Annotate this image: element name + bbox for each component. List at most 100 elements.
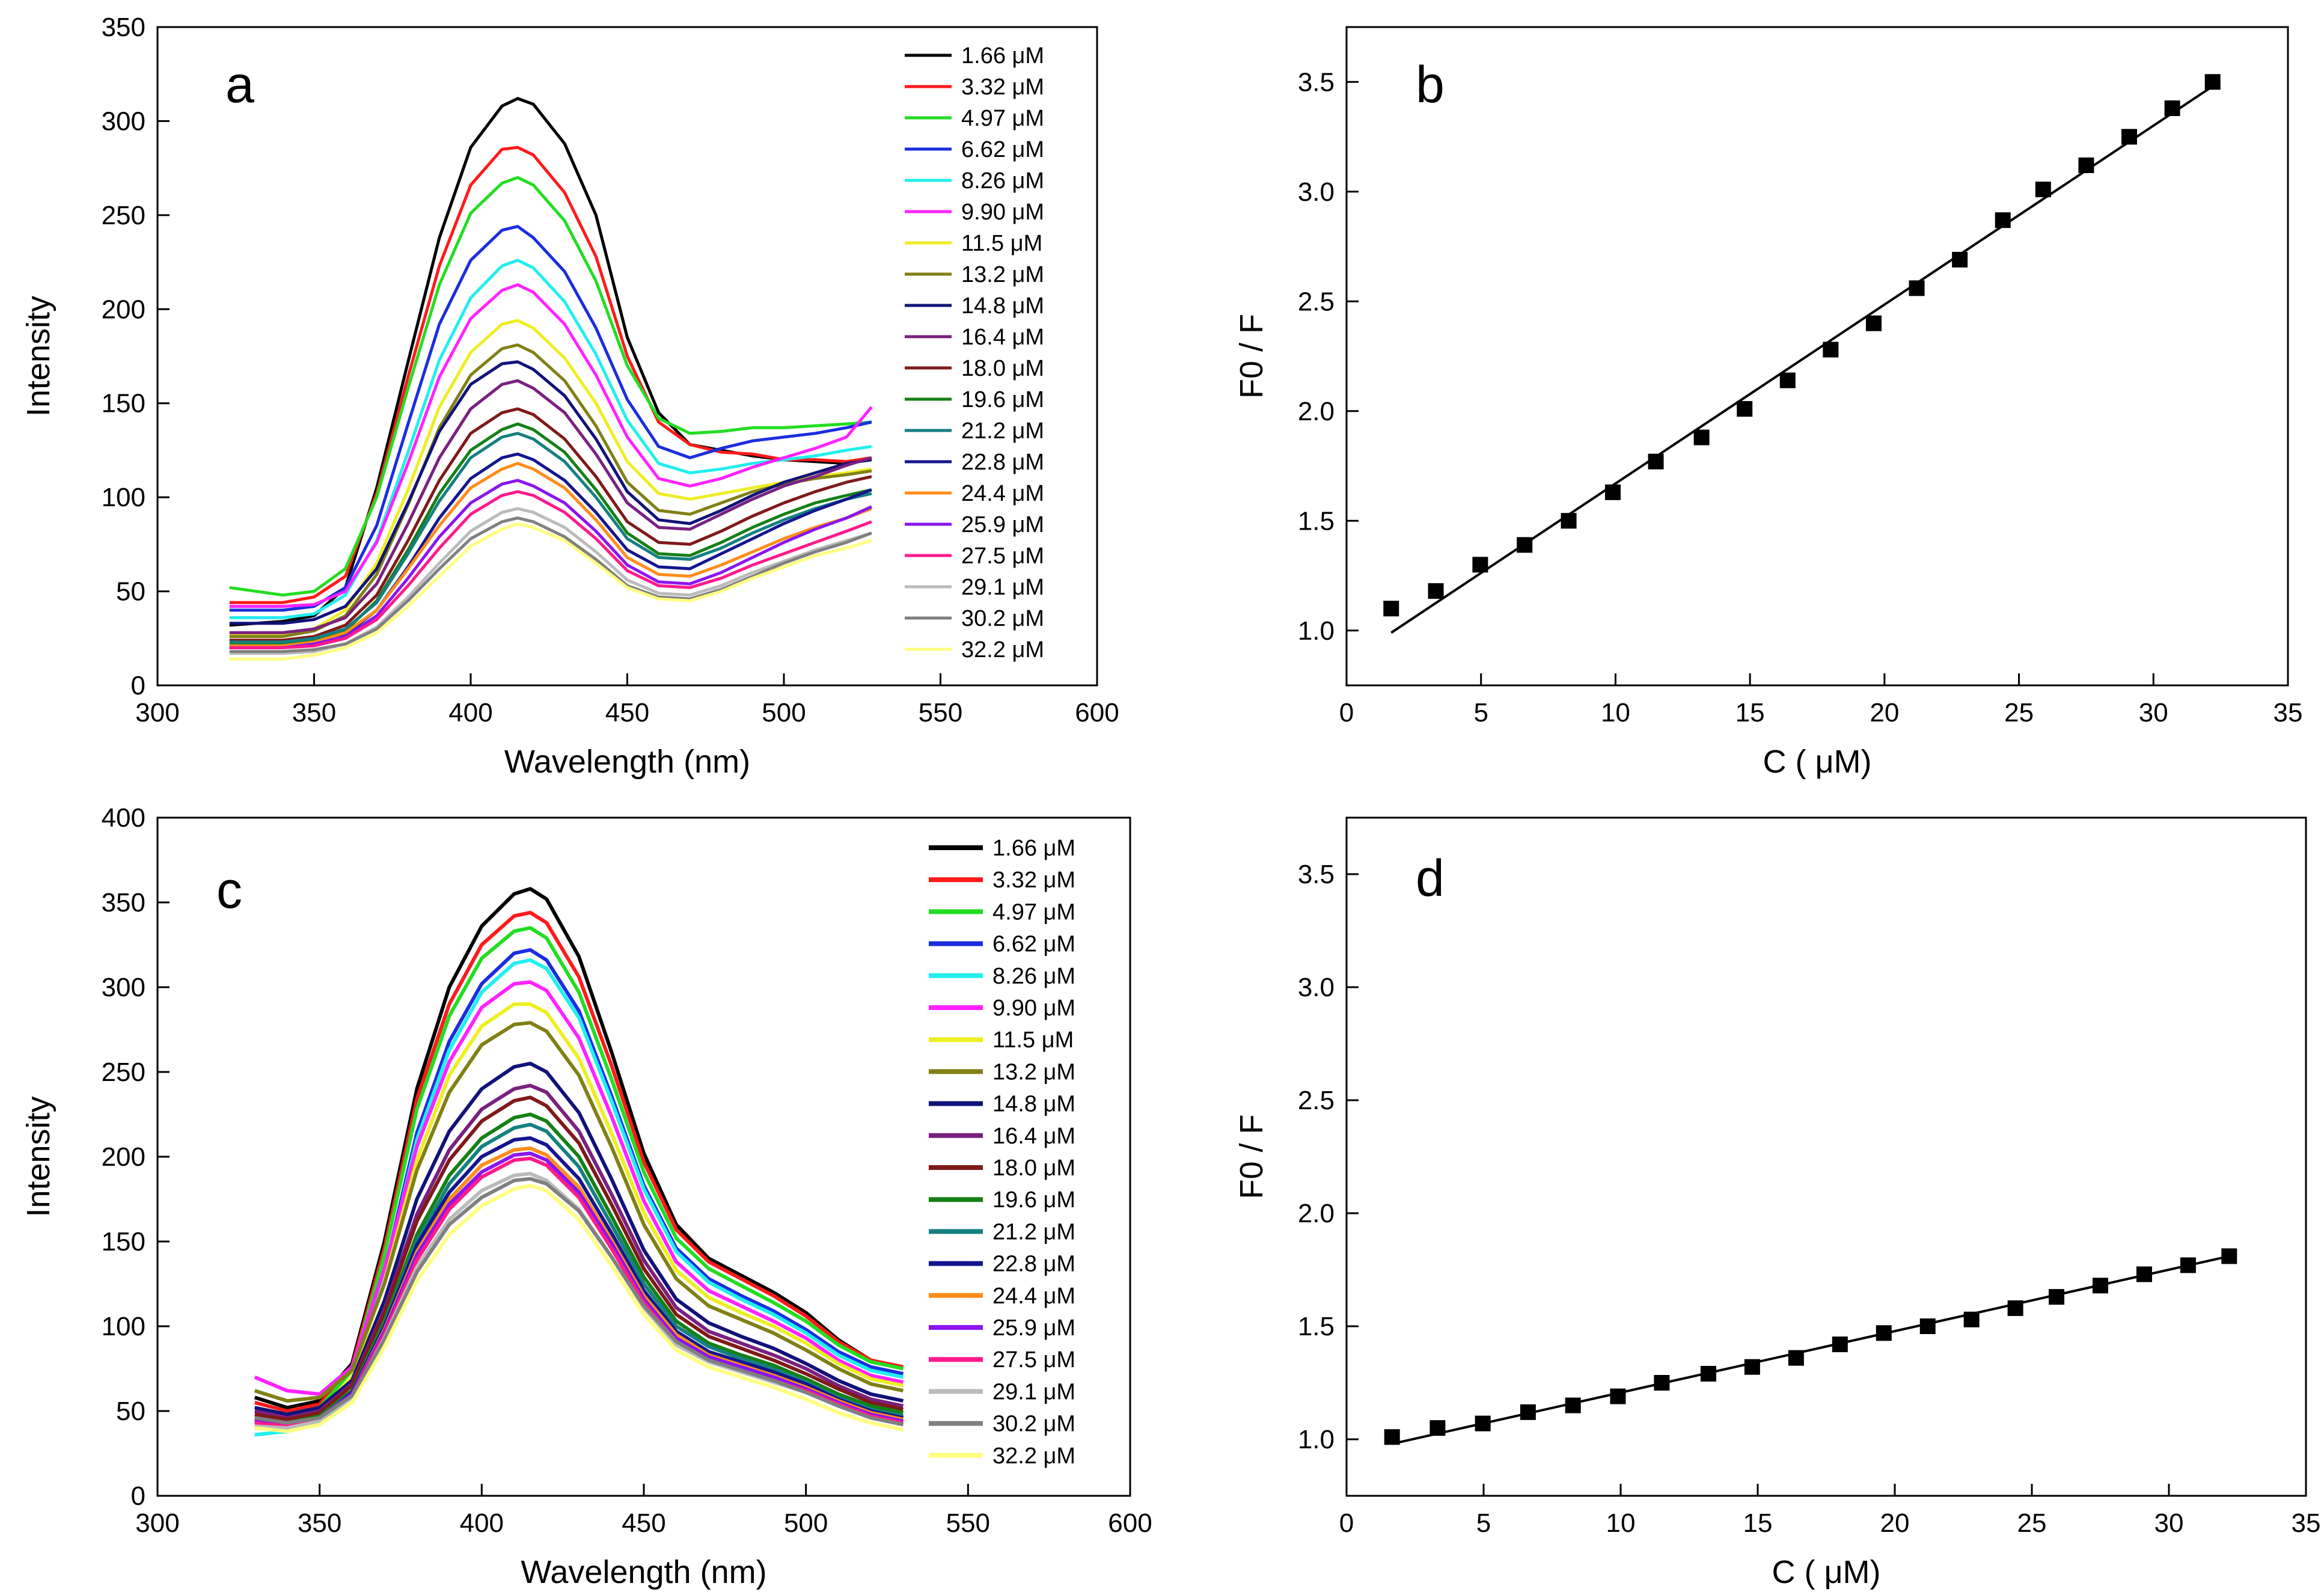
series-line [229, 407, 872, 642]
legend: 1.66 μM 3.32 μM 4.97 μM 6.62 μM 8.26 μM 9.90 … [929, 836, 1075, 1469]
data-point [1648, 453, 1664, 470]
x-axis-label: Wavelength (nm) [521, 1554, 766, 1590]
y-tick-label: 200 [102, 1142, 145, 1172]
legend-entry: 6.62 μM [992, 932, 1075, 957]
legend-entry: 9.90 μM [961, 200, 1044, 225]
data-point [1909, 280, 1925, 296]
data-point [1995, 212, 2011, 228]
data-point [2035, 182, 2051, 198]
data-point [1383, 601, 1399, 617]
data-point [1865, 315, 1882, 331]
data-point [1876, 1325, 1892, 1341]
data-point [1475, 1415, 1491, 1431]
legend-entry: 13.2 μM [992, 1059, 1075, 1085]
y-tick-label: 150 [102, 389, 145, 418]
legend-entry: 9.90 μM [992, 996, 1075, 1021]
x-tick-label: 450 [605, 698, 649, 727]
legend-entry: 30.2 μM [992, 1412, 1075, 1437]
data-point [2180, 1257, 2196, 1273]
legend-entry: 11.5 μM [992, 1027, 1074, 1053]
x-axis-label: C ( μM) [1772, 1554, 1880, 1590]
y-tick-label: 0 [131, 1481, 145, 1511]
y-tick-label: 300 [102, 106, 145, 136]
x-tick-label: 500 [762, 698, 806, 727]
data-point [1832, 1336, 1848, 1353]
series-line [229, 379, 872, 634]
series-lines [229, 97, 873, 661]
data-point [2221, 1248, 2237, 1264]
y-axis-label: F0 / F [1234, 1114, 1270, 1199]
legend-entry: 32.2 μM [992, 1444, 1075, 1469]
data-point [2049, 1289, 2065, 1305]
y-axis-label: Intensity [20, 296, 57, 417]
data-point [1384, 1429, 1400, 1445]
legend-entry: 25.9 μM [992, 1315, 1075, 1341]
x-tick-label: 600 [1108, 1508, 1152, 1538]
legend-entry: 22.8 μM [992, 1252, 1075, 1277]
data-point [2121, 129, 2138, 145]
x-tick-label: 400 [460, 1508, 504, 1538]
data-point [1744, 1359, 1760, 1375]
x-tick-label: 300 [135, 698, 179, 727]
x-tick-label: 300 [135, 1508, 179, 1538]
series-lines [254, 887, 904, 1437]
legend-entry: 22.8 μM [961, 450, 1044, 475]
series-line [254, 1183, 904, 1433]
legend-entry: 24.4 μM [992, 1284, 1075, 1309]
series-line [229, 176, 872, 597]
x-tick-label: 450 [622, 1508, 665, 1538]
legend-entry: 19.6 μM [992, 1187, 1075, 1213]
panel-label: d [1416, 850, 1445, 907]
series-line [254, 1095, 904, 1422]
y-axis-label: F0 / F [1234, 314, 1270, 399]
data-point [2164, 100, 2180, 117]
legend-entry: 25.9 μM [961, 512, 1044, 537]
legend-entry: 1.66 μM [961, 43, 1044, 69]
x-tick-label: 500 [784, 1508, 828, 1538]
x-tick-label: 15 [1743, 1508, 1773, 1538]
series-line [229, 432, 872, 644]
x-tick-label: 350 [292, 698, 336, 727]
series-line [229, 479, 872, 649]
series-line [229, 462, 872, 648]
legend-entry: 8.26 μM [992, 964, 1075, 989]
panel-label: a [225, 56, 254, 114]
data-point [1517, 537, 1533, 553]
y-tick-label: 250 [102, 201, 145, 230]
y-tick-label: 1.5 [1298, 1312, 1335, 1341]
data-point [1610, 1388, 1626, 1404]
legend-entry: 21.2 μM [961, 418, 1044, 444]
y-tick-label: 1.0 [1298, 1425, 1335, 1454]
series-line [254, 980, 904, 1396]
legend-entry: 8.26 μM [961, 168, 1044, 194]
x-tick-label: 10 [1601, 698, 1630, 727]
y-tick-label: 250 [102, 1058, 145, 1087]
y-tick-label: 3.0 [1298, 973, 1335, 1002]
data-point [1952, 251, 1968, 268]
y-tick-label: 2.5 [1298, 287, 1335, 316]
legend-entry: 14.8 μM [992, 1092, 1075, 1117]
data-point [2007, 1300, 2023, 1316]
legend-entry: 16.4 μM [992, 1124, 1075, 1149]
data-point [1963, 1311, 1980, 1327]
y-tick-label: 350 [102, 888, 145, 917]
y-tick-label: 150 [102, 1227, 145, 1257]
data-point [1823, 341, 1839, 358]
x-tick-label: 25 [2017, 1508, 2047, 1538]
x-tick-label: 600 [1075, 698, 1119, 727]
legend-entry: 27.5 μM [992, 1347, 1075, 1373]
x-tick-label: 550 [919, 698, 962, 727]
y-tick-label: 1.0 [1298, 616, 1335, 646]
legend-entry: 18.0 μM [961, 356, 1044, 381]
x-axis-label: C ( μM) [1763, 744, 1871, 780]
data-point [1604, 484, 1621, 500]
y-tick-label: 2.0 [1298, 397, 1335, 426]
y-tick-label: 1.5 [1298, 506, 1335, 536]
data-point [1919, 1318, 1936, 1334]
data-point [1428, 583, 1444, 599]
y-tick-label: 0 [131, 671, 145, 700]
x-tick-label: 35 [2292, 1508, 2321, 1538]
legend-entry: 21.2 μM [992, 1219, 1075, 1245]
legend-entry: 3.32 μM [961, 75, 1044, 100]
x-tick-label: 10 [1606, 1508, 1636, 1538]
